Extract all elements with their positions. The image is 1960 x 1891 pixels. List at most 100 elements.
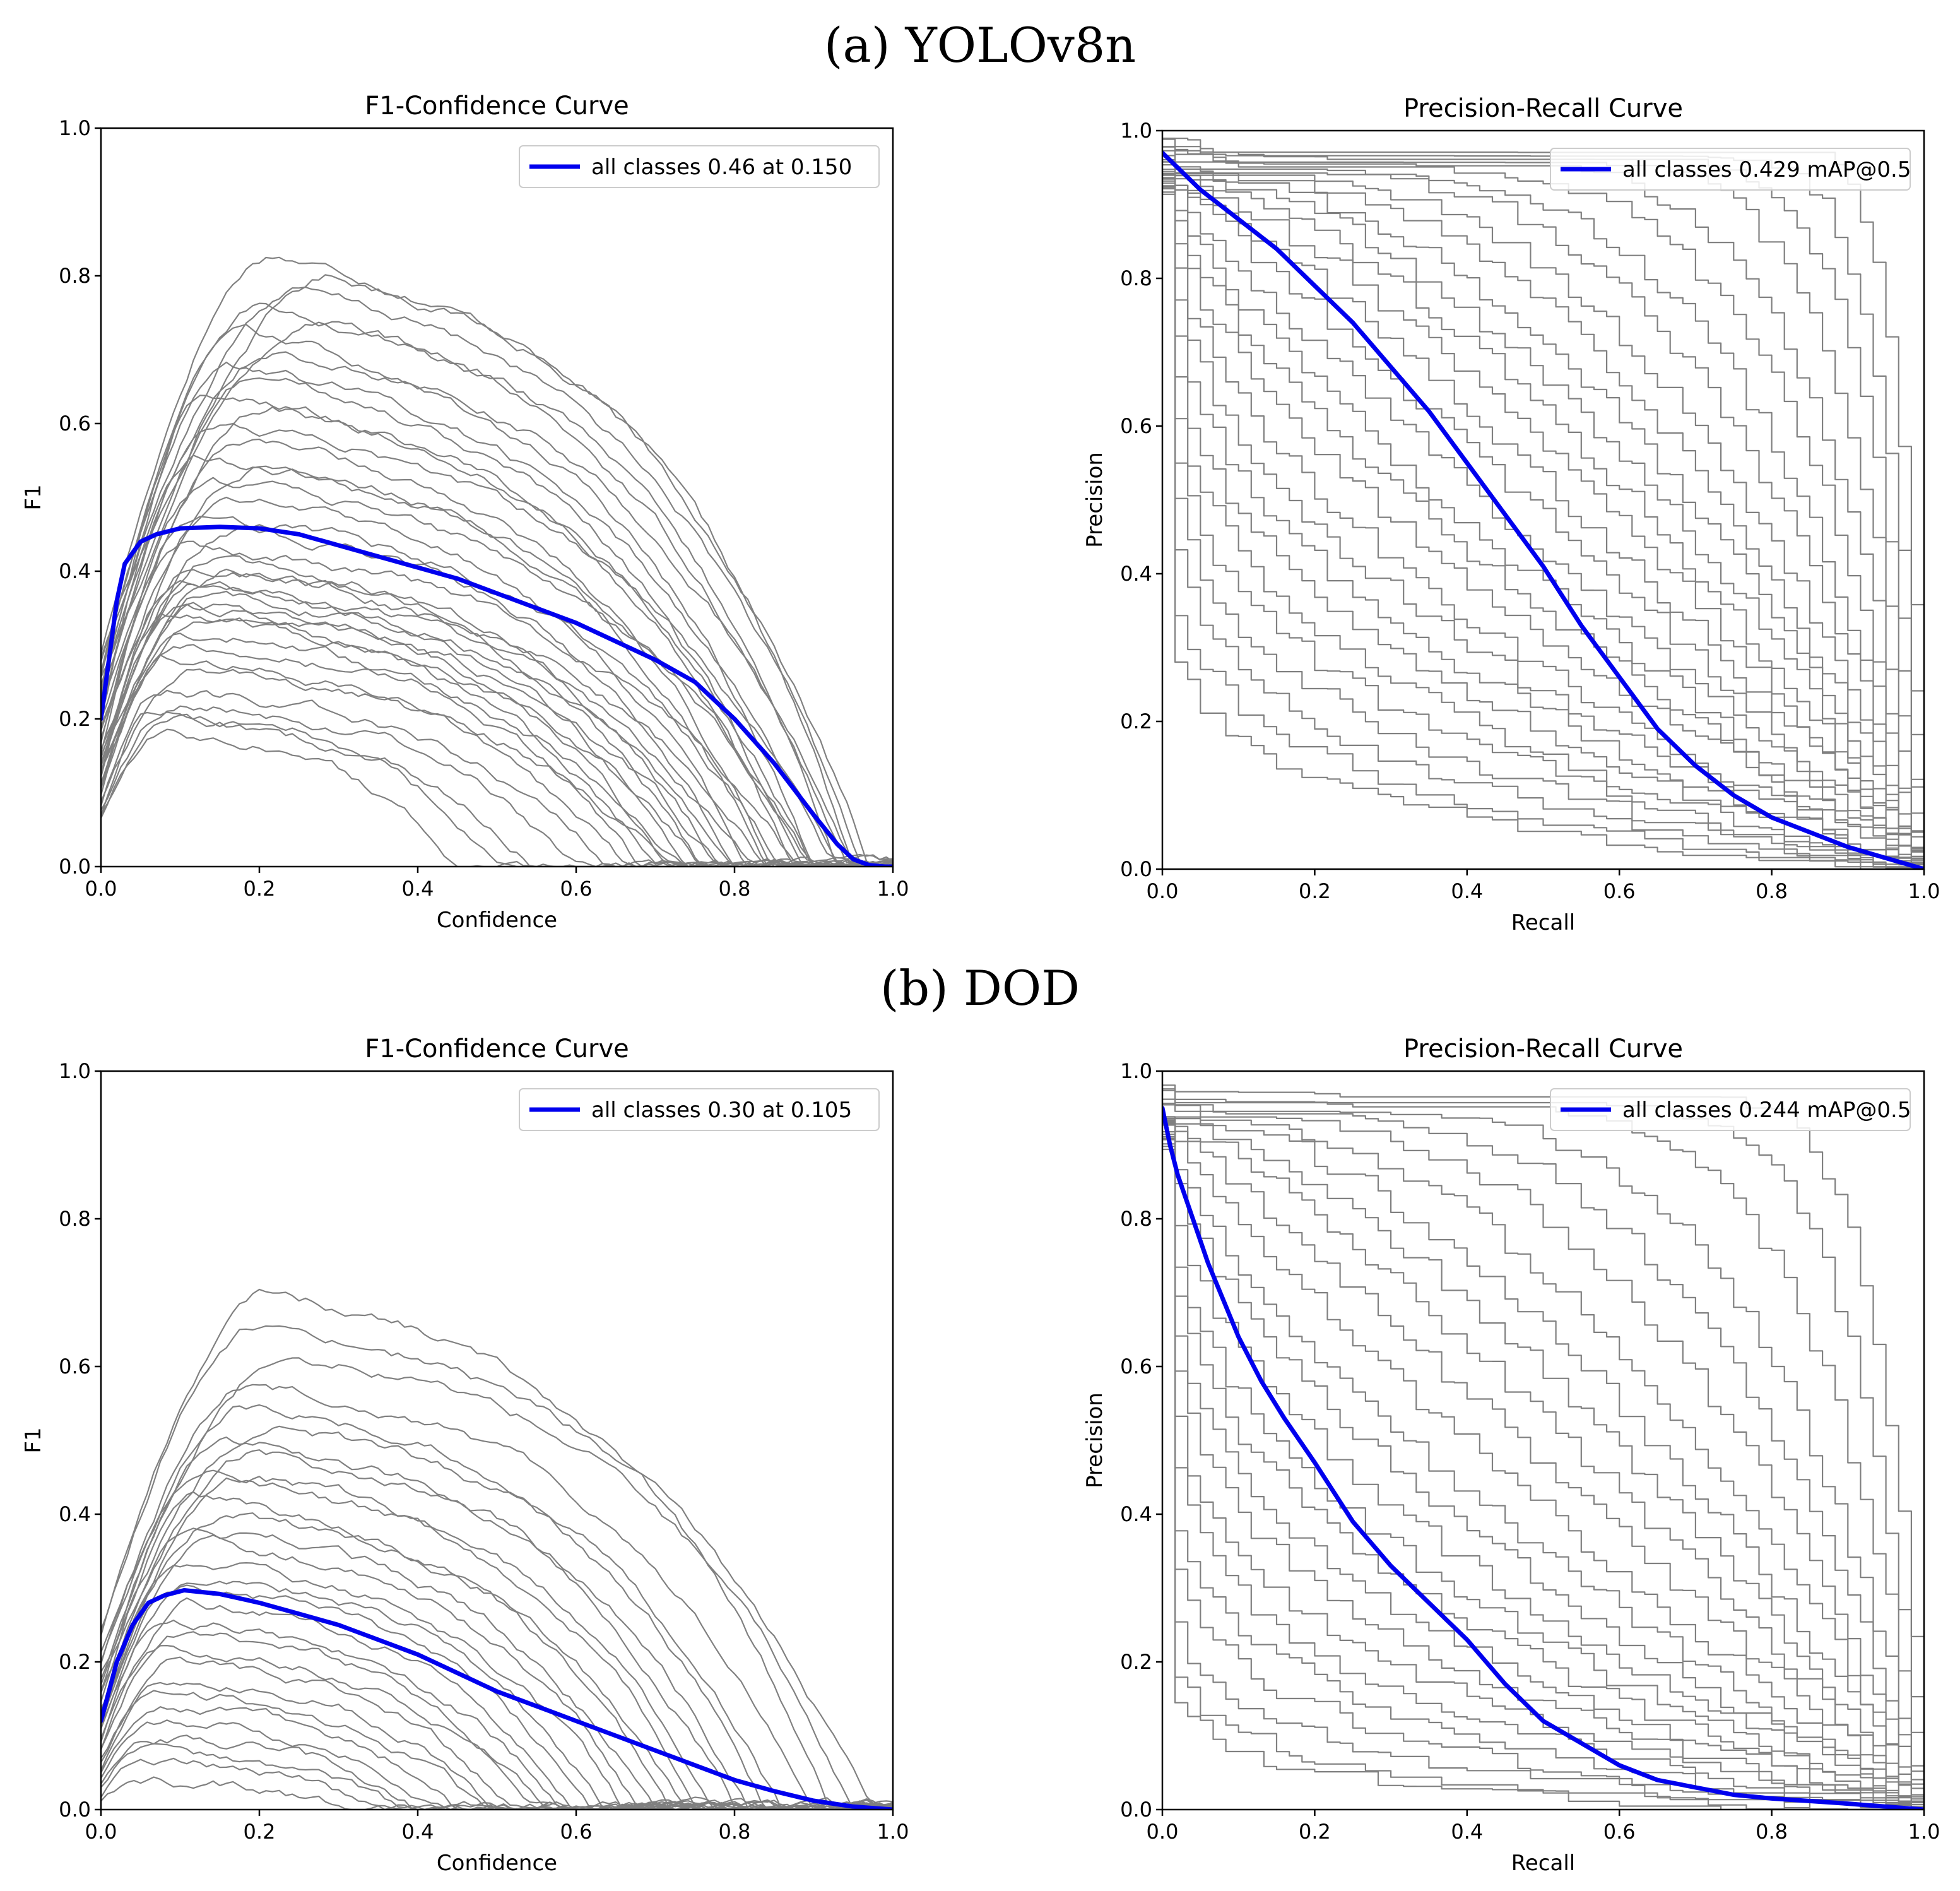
class-curves — [1162, 138, 1924, 869]
class-curve — [101, 1288, 893, 1810]
x-tick-label: 0.8 — [719, 1820, 751, 1844]
class-curve — [1162, 174, 1924, 869]
x-tick-label: 0.0 — [1147, 879, 1179, 903]
class-curve — [1162, 1123, 1924, 1810]
class-curve — [1162, 1122, 1924, 1810]
class-curve — [101, 613, 893, 867]
class-curves — [1162, 1084, 1924, 1810]
class-curve — [101, 590, 893, 867]
class-curve — [101, 1404, 893, 1810]
all-classes-line — [101, 1588, 893, 1810]
legend-label: all classes 0.46 at 0.150 — [591, 155, 852, 180]
class-curve — [101, 618, 893, 867]
class-curve — [101, 555, 893, 867]
legend-box — [1550, 148, 1911, 191]
x-tick-label: 0.2 — [1299, 1820, 1331, 1844]
class-curve — [101, 1384, 893, 1810]
chart-title: Precision-Recall Curve — [1403, 94, 1683, 123]
class-curve — [1162, 185, 1924, 869]
all-classes-line — [1162, 150, 1924, 869]
class-curve — [1162, 186, 1924, 869]
x-axis-label: Confidence — [437, 908, 557, 933]
y-tick-label: 0.6 — [1120, 1355, 1152, 1378]
x-tick-label: 0.2 — [1299, 879, 1331, 903]
class-curve — [101, 438, 893, 867]
class-curve — [101, 1449, 893, 1810]
chart-title: Precision-Recall Curve — [1403, 1034, 1683, 1064]
class-curve — [1162, 1135, 1924, 1810]
legend-label: all classes 0.244 mAP@0.5 — [1622, 1098, 1911, 1123]
y-axis-label: Precision — [1082, 452, 1107, 548]
x-tick-label: 0.4 — [1451, 879, 1483, 903]
class-curve — [1162, 146, 1924, 869]
class-curve — [101, 654, 893, 867]
class-curve — [101, 1706, 893, 1810]
legend-label: all classes 0.30 at 0.105 — [591, 1098, 852, 1123]
class-curve — [101, 321, 893, 867]
class-curve — [101, 516, 893, 867]
y-tick-label: 0.8 — [59, 1207, 91, 1231]
class-curve — [101, 302, 893, 867]
x-tick-label: 0.0 — [85, 1820, 117, 1844]
legend-box — [1550, 1088, 1911, 1131]
class-curve — [101, 689, 893, 867]
x-axis-label: Recall — [1511, 910, 1575, 935]
class-curve — [101, 351, 893, 867]
class-curve — [101, 394, 893, 867]
class-curve — [1162, 185, 1924, 869]
y-tick-label: 1.0 — [59, 116, 91, 140]
class-curve — [1162, 1103, 1924, 1810]
class-curve — [101, 525, 893, 867]
class-curve — [1162, 1104, 1924, 1810]
class-curve — [101, 1512, 893, 1810]
class-curve — [1162, 178, 1924, 869]
chart-a-f1-confidence: F1-Confidence Curve 0.0 0.2 0.4 0.6 0.8 1.0 0.0… — [21, 92, 909, 933]
class-curve — [1162, 177, 1924, 869]
class-curve — [1162, 169, 1924, 869]
all-classes-line — [101, 525, 893, 867]
y-tick-label: 1.0 — [1120, 1059, 1152, 1083]
class-curve — [101, 581, 893, 867]
y-tick-label: 1.0 — [1120, 119, 1152, 143]
class-curve — [101, 705, 893, 867]
class-curve — [101, 644, 893, 867]
x-tick-label: 0.8 — [719, 877, 751, 901]
class-curve — [101, 287, 893, 867]
y-tick-label: 0.2 — [1120, 1650, 1152, 1674]
y-tick-label: 0.4 — [59, 559, 91, 583]
class-curve — [1162, 155, 1924, 869]
class-curve — [101, 1357, 893, 1810]
y-tick-label: 0.0 — [59, 1798, 91, 1822]
x-tick-label: 0.2 — [244, 877, 276, 901]
class-curve — [101, 406, 893, 867]
class-curve — [1162, 1143, 1924, 1810]
chart-a-precision-recall: Precision-Recall Curve 0.0 0.2 0.4 0.6 0.8 1.0… — [1082, 94, 1940, 935]
class-curve — [1162, 1121, 1924, 1810]
class-curve — [101, 361, 893, 862]
y-tick-label: 0.2 — [1120, 709, 1152, 733]
class-curve — [101, 477, 893, 867]
y-tick-label: 0.6 — [59, 412, 91, 436]
panel-b-title: (b) DOD — [880, 960, 1080, 1016]
class-curve — [101, 465, 893, 867]
class-curve — [1162, 1138, 1924, 1810]
class-curve — [101, 256, 893, 867]
class-curve — [1162, 1084, 1924, 1810]
plot-frame — [1161, 129, 1925, 870]
class-curve — [1162, 1131, 1924, 1810]
legend-box — [519, 1088, 880, 1131]
class-curve — [1162, 1119, 1924, 1810]
class-curve — [101, 1656, 893, 1810]
class-curve — [1162, 1121, 1924, 1810]
class-curve — [101, 496, 893, 867]
class-curve — [1162, 1124, 1924, 1810]
class-curve — [101, 713, 893, 867]
class-curve — [1162, 169, 1924, 869]
class-curve — [1162, 182, 1924, 869]
x-axis-label: Confidence — [437, 1851, 557, 1876]
chart-title: F1-Confidence Curve — [365, 1034, 629, 1064]
class-curve — [1162, 187, 1924, 869]
chart-b-f1-confidence: F1-Confidence Curve 0.0 0.2 0.4 0.6 0.8 1.0 0.0… — [21, 1034, 909, 1876]
y-tick-label: 0.6 — [1120, 414, 1152, 438]
class-curve — [101, 1734, 893, 1810]
